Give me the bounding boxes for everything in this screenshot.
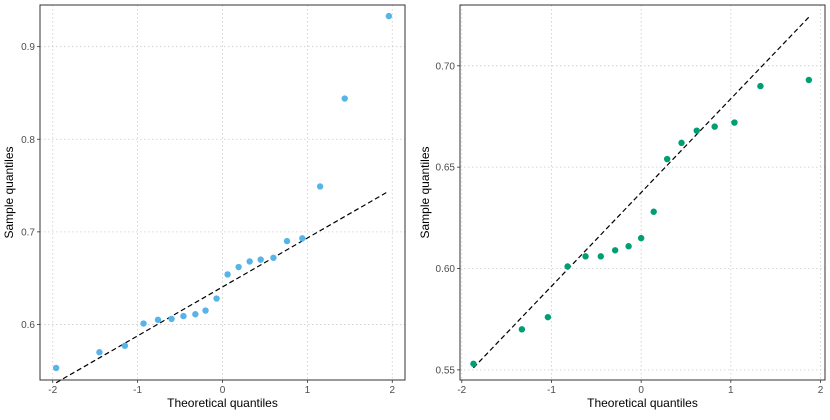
x-tick-label: 1: [305, 385, 311, 396]
x-tick-label: -1: [133, 385, 142, 396]
x-tick-label: -1: [547, 385, 556, 396]
y-tick-label: 0.65: [436, 163, 456, 174]
data-point: [121, 342, 129, 349]
data-point: [731, 119, 738, 126]
reference-line: [473, 16, 810, 369]
x-tick-label: 2: [389, 385, 395, 396]
data-point: [544, 313, 552, 321]
data-point: [154, 316, 162, 324]
y-axis-title: Sample quantiles: [2, 146, 16, 238]
panel-border: [459, 4, 826, 381]
x-tick-label: -2: [48, 385, 57, 396]
data-point: [805, 76, 813, 84]
y-tick-label: 0.55: [436, 365, 456, 376]
x-axis-title: Theoretical quantiles: [167, 396, 278, 410]
data-point: [711, 123, 718, 130]
data-point: [299, 235, 306, 242]
data-point: [470, 360, 477, 367]
y-tick-label: 0.70: [436, 61, 456, 72]
x-tick-label: 0: [638, 385, 644, 396]
data-point: [637, 234, 645, 242]
data-point: [611, 247, 619, 254]
data-point: [283, 237, 291, 245]
data-point: [316, 183, 324, 190]
x-tick-label: 2: [818, 385, 824, 396]
data-point: [224, 271, 231, 278]
data-point: [650, 208, 657, 215]
data-point: [757, 82, 764, 90]
data-point: [564, 263, 571, 270]
x-axis-title: Theoretical quantiles: [587, 396, 698, 410]
data-point: [246, 258, 253, 265]
data-point: [385, 12, 393, 20]
data-point: [518, 326, 526, 333]
data-point: [52, 364, 60, 372]
data-point: [192, 311, 199, 318]
data-point: [270, 254, 277, 261]
qq-panel-2: -2 -1 0 1 2 0.55 0.60 0.65 0.70 Theoretical quant…: [418, 4, 826, 410]
data-point: [341, 95, 348, 102]
y-tick-label: 0.7: [21, 227, 35, 238]
data-point: [663, 155, 671, 163]
data-point: [180, 312, 187, 320]
y-axis-title: Sample quantiles: [418, 146, 432, 238]
data-point: [625, 243, 632, 250]
qq-panel-1: -2 -1 0 1 2 0.6 0.7 0.8 0.9 Theoretical quantiles…: [2, 4, 406, 410]
x-tick-label: 1: [728, 385, 734, 396]
data-point: [96, 349, 103, 356]
x-tick-label: -2: [457, 385, 466, 396]
x-tick-label: 0: [220, 385, 226, 396]
data-point: [235, 263, 242, 271]
data-point: [678, 139, 685, 147]
data-point: [202, 307, 209, 314]
panel-border: [39, 4, 406, 381]
data-point: [168, 315, 175, 323]
y-tick-label: 0.9: [21, 42, 35, 53]
data-point: [582, 253, 589, 260]
data-point: [140, 320, 147, 327]
data-point: [597, 253, 604, 260]
data-point: [257, 256, 264, 263]
y-tick-label: 0.60: [436, 264, 456, 275]
data-point: [213, 295, 220, 302]
y-tick-label: 0.8: [21, 135, 35, 146]
data-point: [693, 127, 700, 134]
y-tick-label: 0.6: [21, 320, 35, 331]
